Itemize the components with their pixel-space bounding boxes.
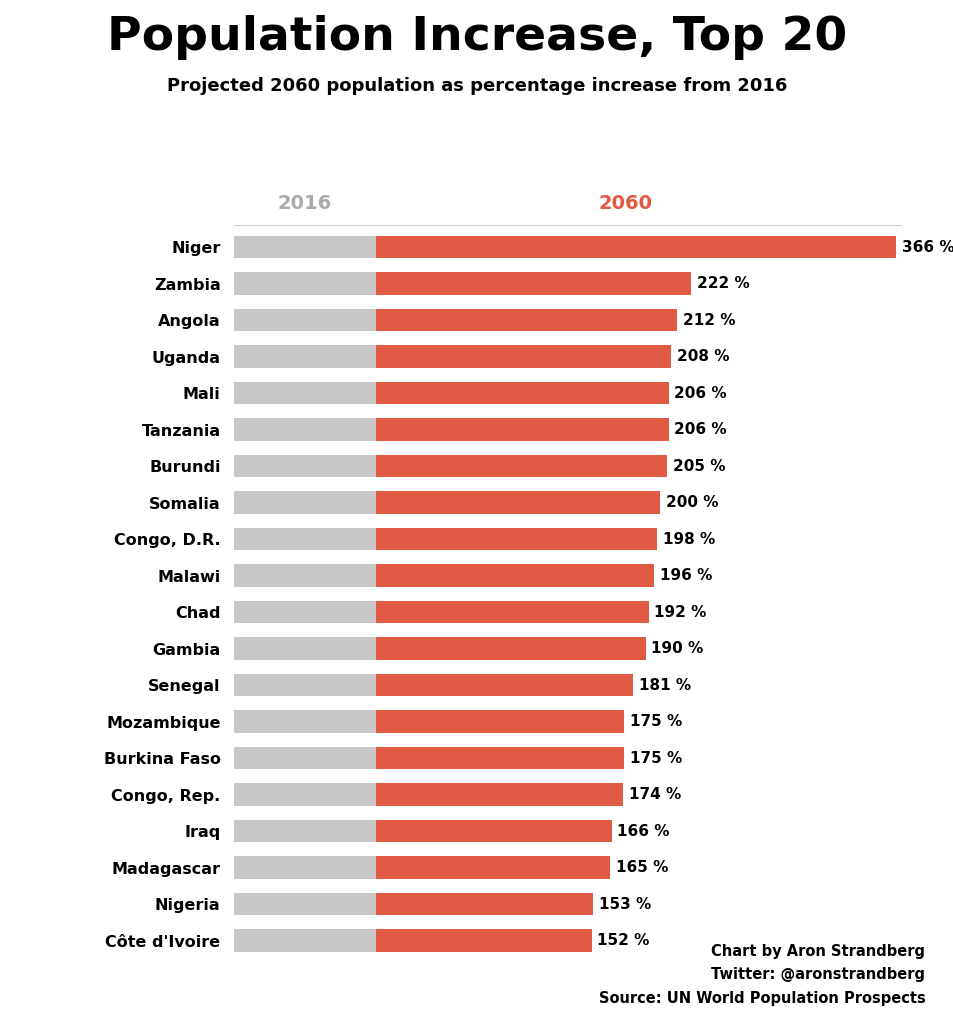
Bar xyxy=(375,527,657,551)
Text: Chart by Aron Strandberg
Twitter: @aronstrandberg
Source: UN World Population Pr: Chart by Aron Strandberg Twitter: @arons… xyxy=(598,944,924,1006)
Bar xyxy=(233,345,375,368)
Bar xyxy=(375,674,633,696)
Text: 212 %: 212 % xyxy=(682,312,735,328)
Text: 152 %: 152 % xyxy=(597,933,649,948)
Bar xyxy=(233,856,375,879)
Bar xyxy=(233,674,375,696)
Bar xyxy=(375,492,659,514)
Bar xyxy=(375,893,593,915)
Bar xyxy=(375,345,671,368)
Bar xyxy=(375,419,668,441)
Text: 222 %: 222 % xyxy=(697,276,749,291)
Bar xyxy=(375,309,677,332)
Bar xyxy=(375,711,624,733)
Bar xyxy=(233,893,375,915)
Bar xyxy=(233,711,375,733)
Bar xyxy=(375,272,691,295)
Text: 196 %: 196 % xyxy=(659,568,712,584)
Bar xyxy=(233,309,375,332)
Bar xyxy=(375,930,591,952)
Text: 175 %: 175 % xyxy=(630,751,681,766)
Text: 175 %: 175 % xyxy=(630,714,681,729)
Text: 2060: 2060 xyxy=(598,194,652,213)
Text: 165 %: 165 % xyxy=(616,860,668,876)
Bar xyxy=(375,820,611,843)
Text: 192 %: 192 % xyxy=(654,604,706,620)
Bar xyxy=(233,419,375,441)
Text: 208 %: 208 % xyxy=(677,349,729,365)
Bar xyxy=(233,820,375,843)
Bar xyxy=(375,564,654,587)
Bar xyxy=(233,492,375,514)
Bar xyxy=(233,601,375,624)
Text: 153 %: 153 % xyxy=(598,897,651,911)
Text: 366 %: 366 % xyxy=(901,240,953,255)
Text: 2016: 2016 xyxy=(277,194,332,213)
Bar xyxy=(233,382,375,404)
Bar xyxy=(375,783,622,806)
Text: 174 %: 174 % xyxy=(628,787,680,802)
Bar xyxy=(375,382,668,404)
Bar xyxy=(375,856,610,879)
Text: 206 %: 206 % xyxy=(674,386,726,400)
Bar xyxy=(233,236,375,258)
Bar xyxy=(375,455,666,477)
Bar xyxy=(233,527,375,551)
Bar xyxy=(375,601,648,624)
Bar xyxy=(375,637,645,660)
Bar xyxy=(233,746,375,769)
Bar xyxy=(375,746,624,769)
Bar xyxy=(375,236,895,258)
Text: 190 %: 190 % xyxy=(651,641,703,656)
Bar xyxy=(233,455,375,477)
Bar xyxy=(233,930,375,952)
Text: 205 %: 205 % xyxy=(672,459,724,474)
Bar xyxy=(233,783,375,806)
Text: 166 %: 166 % xyxy=(617,823,669,839)
Text: 206 %: 206 % xyxy=(674,422,726,437)
Bar xyxy=(233,637,375,660)
Text: Projected 2060 population as percentage increase from 2016: Projected 2060 population as percentage … xyxy=(167,77,786,95)
Text: 200 %: 200 % xyxy=(665,496,718,510)
Text: 198 %: 198 % xyxy=(662,531,715,547)
Text: 181 %: 181 % xyxy=(638,678,690,692)
Bar xyxy=(233,272,375,295)
Text: Population Increase, Top 20: Population Increase, Top 20 xyxy=(107,15,846,60)
Bar xyxy=(233,564,375,587)
